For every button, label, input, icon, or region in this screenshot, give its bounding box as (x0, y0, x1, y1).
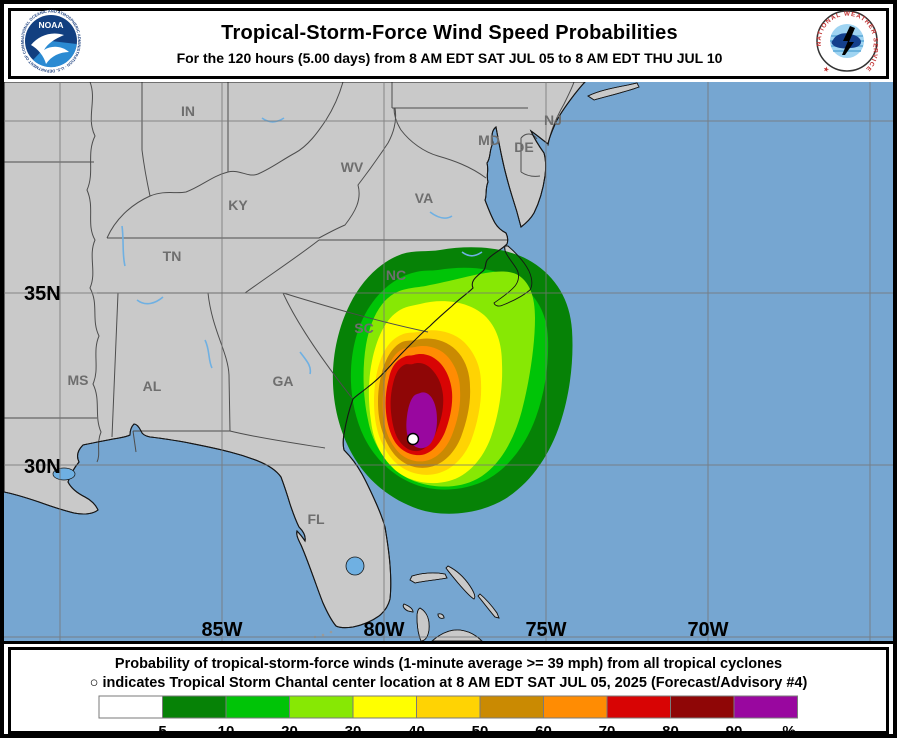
state-label-sc: SC (354, 320, 373, 336)
header-bar: NATIONAL OCEANIC AND ATMOSPHERIC ADMINIS… (8, 5, 889, 82)
state-labels: IN WV KY VA TN NC SC MS AL GA FL MD DE N… (68, 103, 562, 527)
florida-keys (329, 630, 333, 634)
colorbar-tick-30: 30 (344, 723, 361, 738)
state-label-ms: MS (68, 372, 89, 388)
state-label-in: IN (181, 103, 195, 119)
noaa-seagull-icon (31, 33, 69, 64)
colorbar-cells (98, 695, 798, 719)
state-label-ga: GA (273, 373, 294, 389)
colorbar-cell-30 (352, 695, 417, 719)
state-label-wv: WV (341, 159, 364, 175)
colorbar-tick-50: 50 (471, 723, 488, 738)
colorbar-cell-0 (98, 695, 163, 719)
wind-probability-contours (332, 247, 573, 514)
map-svg: IN WV KY VA TN NC SC MS AL GA FL MD DE N… (4, 82, 893, 641)
lon-label-85w: 85W (201, 619, 242, 641)
state-label-ky: KY (228, 197, 248, 213)
footer-description: Probability of tropical-storm-force wind… (114, 656, 783, 672)
storm-center-marker (406, 432, 420, 446)
noaa-logo: NATIONAL OCEANIC AND ATMOSPHERIC ADMINIS… (18, 5, 83, 78)
nws-lightning-icon (842, 26, 855, 55)
colorbar-tick-80: 80 (662, 723, 679, 738)
lake-pontchartrain (52, 467, 76, 481)
state-label-tn: TN (163, 248, 182, 264)
colorbar-tick-5: 5 (158, 723, 166, 738)
rivers-lakes (52, 117, 483, 576)
river-squiggles (121, 117, 483, 375)
probability-map: IN WV KY VA TN NC SC MS AL GA FL MD DE N… (4, 82, 893, 644)
colorbar-cell-20 (288, 695, 353, 719)
nws-logo: NATIONAL WEATHER SERVICE · ★ · ★ · ★ (816, 10, 878, 82)
colorbar-ticks: 5 10 20 30 40 50 60 70 80 90 % (158, 723, 795, 738)
probability-colorbar: 5 10 20 30 40 50 60 70 80 90 % (98, 695, 798, 738)
colorbar-cell-50 (479, 695, 544, 719)
colorbar-cell-90 (733, 695, 798, 719)
lon-label-80w: 80W (363, 619, 404, 641)
colorbar-tick-20: 20 (281, 723, 298, 738)
colorbar-cell-5 (161, 695, 226, 719)
state-label-nj: NJ (544, 112, 562, 128)
lon-label-70w: 70W (687, 619, 728, 641)
footer-legend-panel: Probability of tropical-storm-force wind… (8, 647, 889, 734)
colorbar-tick-70: 70 (598, 723, 615, 738)
noaa-wordmark: NOAA (38, 20, 63, 30)
state-label-md: MD (478, 132, 500, 148)
page-title: Tropical-Storm-Force Wind Speed Probabil… (221, 21, 678, 44)
header-titles: Tropical-Storm-Force Wind Speed Probabil… (83, 22, 816, 66)
page-subtitle: For the 120 hours (5.00 days) from 8 AM … (176, 49, 723, 66)
state-label-de: DE (514, 139, 533, 155)
gridlines (4, 82, 893, 641)
graticule-labels: 35N 30N 85W 80W 75W 70W (24, 283, 729, 641)
colorbar-cell-60 (542, 695, 607, 719)
footer-marker-note: ○ indicates Tropical Storm Chantal cente… (89, 675, 808, 691)
colorbar-tick-90: 90 (725, 723, 742, 738)
state-label-fl: FL (307, 511, 325, 527)
state-label-va: VA (415, 190, 433, 206)
lon-label-75w: 75W (525, 619, 566, 641)
colorbar-tick-10: 10 (217, 723, 234, 738)
colorbar-tick-60: 60 (535, 723, 552, 738)
colorbar-cell-40 (415, 695, 480, 719)
state-label-al: AL (143, 378, 162, 394)
colorbar-cell-80 (669, 695, 734, 719)
colorbar-unit-pct: % (782, 723, 795, 738)
lake-okeechobee (345, 556, 365, 576)
colorbar-cell-10 (225, 695, 290, 719)
lat-label-30n: 30N (24, 456, 61, 478)
colorbar-tick-40: 40 (408, 723, 425, 738)
colorbar-cell-70 (606, 695, 671, 719)
lat-label-35n: 35N (24, 283, 61, 305)
state-label-nc: NC (386, 267, 406, 283)
